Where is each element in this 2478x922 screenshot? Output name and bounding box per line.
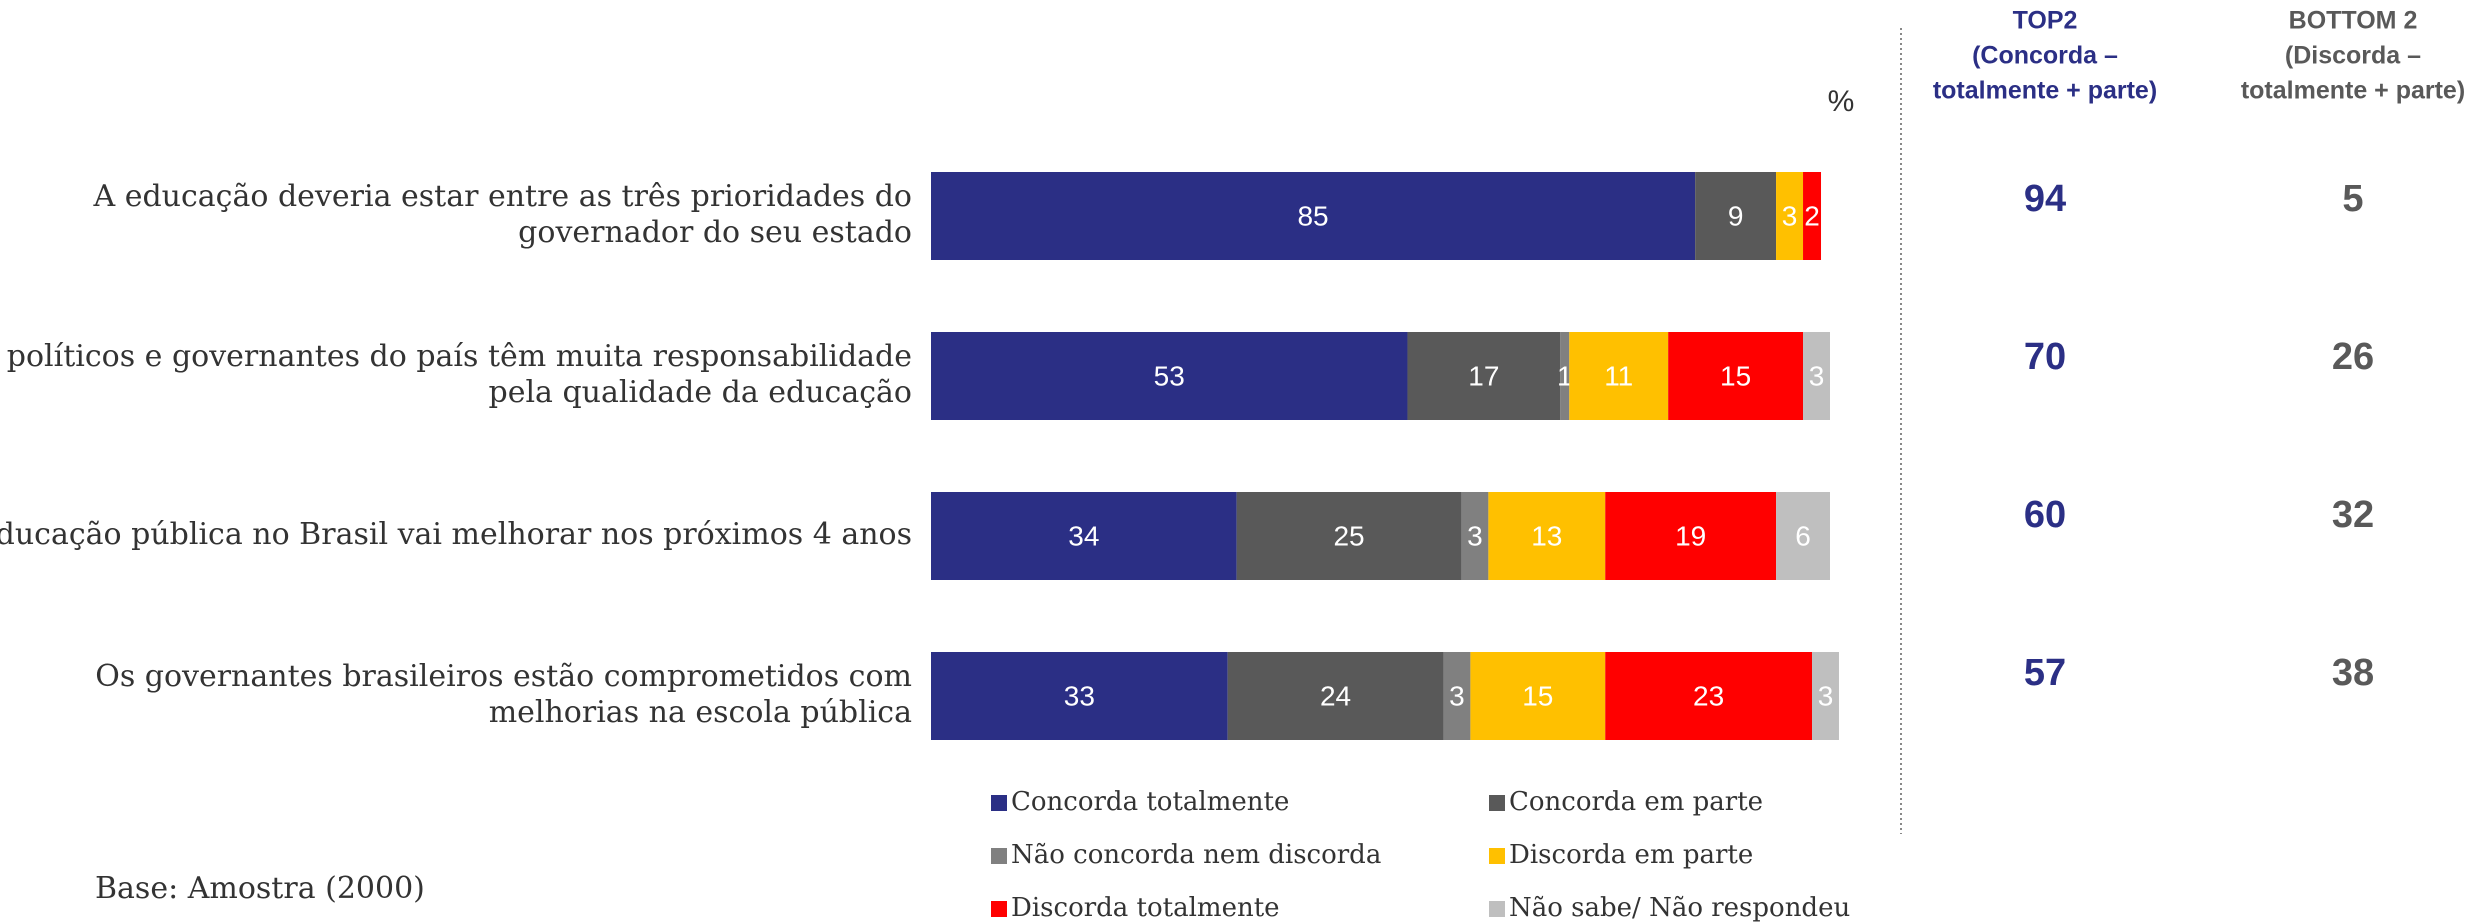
category-label: pela qualidade da educação	[488, 375, 912, 410]
category-label: governador do seu estado	[518, 215, 912, 250]
category-label: A educação deveria estar entre as três p…	[93, 179, 912, 214]
bar-segment	[1569, 332, 1669, 420]
category-label: A educação pública no Brasil vai melhora…	[0, 517, 912, 552]
summary-value: 57	[2024, 652, 2066, 694]
value-label: 2	[1804, 200, 1820, 231]
bar-segment	[1668, 332, 1804, 420]
legend-swatch	[1489, 848, 1505, 864]
column-header: BOTTOM 2	[2289, 7, 2418, 35]
value-label: 15	[1720, 360, 1751, 391]
bar-segment	[1236, 492, 1462, 580]
value-label: 11	[1604, 360, 1633, 391]
value-label: 3	[1467, 520, 1483, 551]
value-label: 19	[1675, 520, 1706, 551]
value-label: 17	[1468, 360, 1499, 391]
bar-segment	[1461, 492, 1489, 580]
value-label: 13	[1531, 520, 1562, 551]
bar-segment	[1407, 332, 1561, 420]
bar-segment	[931, 332, 1408, 420]
summary-value: 26	[2332, 336, 2374, 378]
summary-value: 94	[2024, 178, 2066, 220]
value-label: 33	[1064, 680, 1095, 711]
legend-swatch	[991, 795, 1007, 811]
category-label: melhorias na escola pública	[489, 695, 912, 730]
legend-swatch	[991, 848, 1007, 864]
bar-segment	[1488, 492, 1606, 580]
category-label: Os políticos e governantes do país têm m…	[0, 339, 912, 374]
value-label: 34	[1068, 520, 1099, 551]
bar-segment	[1470, 652, 1606, 740]
bar-segment	[1812, 652, 1839, 740]
value-label: 3	[1818, 680, 1834, 711]
legend-label: Não sabe/ Não respondeu	[1509, 893, 1850, 922]
bar-segment	[1443, 652, 1471, 740]
value-label: 23	[1693, 680, 1724, 711]
column-header: totalmente + parte)	[1933, 77, 2157, 105]
legend-swatch	[1489, 795, 1505, 811]
summary-value: 38	[2332, 652, 2374, 694]
bar-segment	[1560, 332, 1570, 420]
legend-label: Discorda totalmente	[1011, 893, 1280, 922]
value-label: 1	[1557, 360, 1573, 391]
summary-value: 70	[2024, 336, 2066, 378]
bar-segment	[931, 172, 1696, 260]
bar-segment	[931, 492, 1237, 580]
summary-value: 5	[2342, 178, 2363, 220]
legend-swatch	[991, 901, 1007, 917]
bar-segment	[1803, 332, 1830, 420]
summary-value: 60	[2024, 494, 2066, 536]
bar-segment	[1695, 172, 1777, 260]
column-header: (Discorda –	[2285, 42, 2421, 70]
value-label: 3	[1809, 360, 1825, 391]
bar-segment	[1776, 492, 1830, 580]
bar-segment	[1803, 172, 1822, 260]
column-header: TOP2	[2013, 7, 2078, 35]
value-label: 6	[1795, 520, 1811, 551]
legend-swatch	[1489, 901, 1505, 917]
value-label: 85	[1297, 200, 1328, 231]
value-label: 53	[1154, 360, 1185, 391]
value-label: 25	[1333, 520, 1364, 551]
unit-label: %	[1828, 85, 1855, 118]
value-label: 15	[1522, 680, 1553, 711]
legend-label: Discorda em parte	[1509, 840, 1753, 870]
footnote: Base: Amostra (2000)	[95, 871, 425, 906]
bar-segment	[1776, 172, 1804, 260]
legend-label: Não concorda nem discorda	[1011, 840, 1381, 870]
column-header: (Concorda –	[1972, 42, 2118, 70]
value-label: 3	[1782, 200, 1798, 231]
value-label: 24	[1320, 680, 1351, 711]
legend-label: Concorda totalmente	[1011, 787, 1289, 817]
summary-value: 32	[2332, 494, 2374, 536]
bar-segment	[1605, 492, 1777, 580]
legend-label: Concorda em parte	[1509, 787, 1763, 817]
category-label: Os governantes brasileiros estão comprom…	[95, 659, 912, 694]
bar-segment	[931, 652, 1228, 740]
bar-segment	[1227, 652, 1444, 740]
value-label: 9	[1728, 200, 1744, 231]
value-label: 3	[1449, 680, 1465, 711]
column-header: totalmente + parte)	[2241, 77, 2465, 105]
bar-segment	[1605, 652, 1813, 740]
